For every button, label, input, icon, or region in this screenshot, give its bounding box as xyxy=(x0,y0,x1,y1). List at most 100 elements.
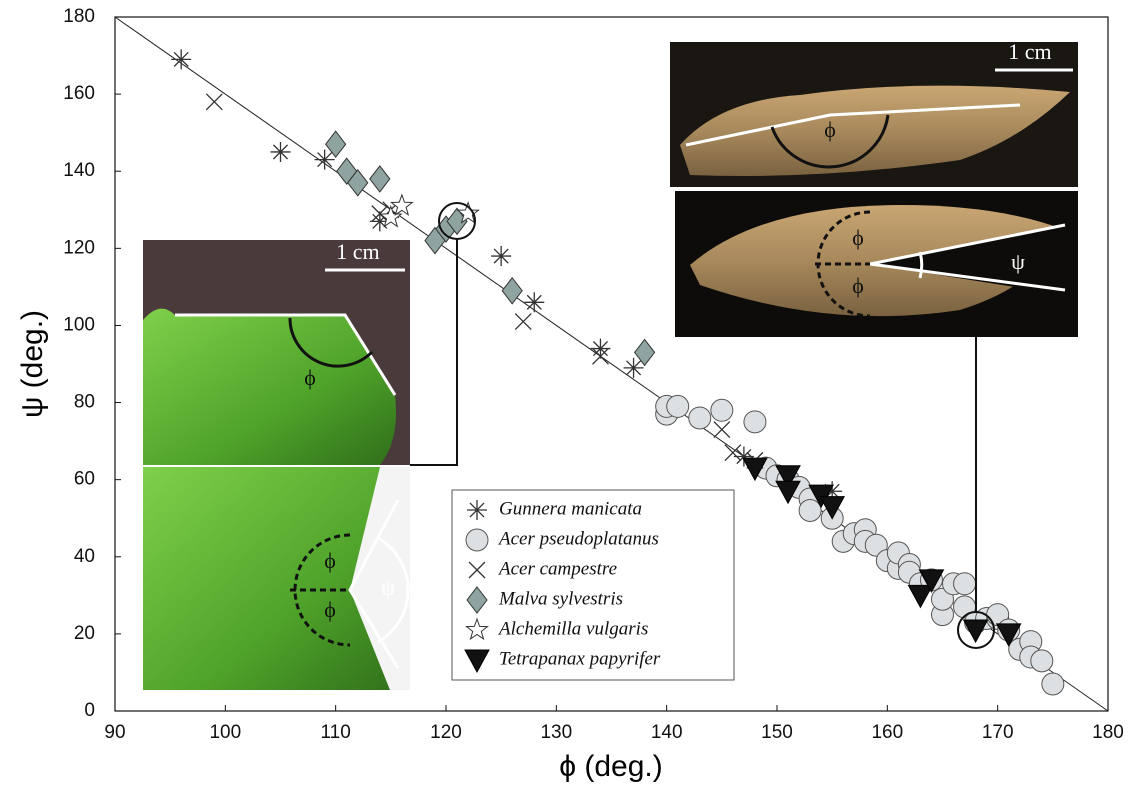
x-tick-label: 120 xyxy=(430,722,462,743)
legend-label: Tetrapanax papyrifer xyxy=(499,648,661,669)
point-asterisk xyxy=(467,500,487,520)
point-cross xyxy=(592,347,609,365)
y-tick-label: 120 xyxy=(63,237,95,258)
x-tick-label: 140 xyxy=(651,722,683,743)
point-triangle-down xyxy=(995,623,1022,647)
angle-label: ϕ xyxy=(324,597,336,622)
point-asterisk xyxy=(822,481,843,502)
point-circle xyxy=(1030,649,1054,673)
point-diamond xyxy=(466,586,488,614)
x-tick-label: 180 xyxy=(1092,722,1124,743)
leaf xyxy=(143,308,396,465)
inset-left-top: 1 cm ϕ xyxy=(143,239,410,465)
scale-label: 1 cm xyxy=(336,239,379,264)
point-triangle-down xyxy=(808,484,834,509)
angle-arc xyxy=(770,114,890,169)
point-triangle-down xyxy=(775,480,801,505)
connector xyxy=(410,239,458,466)
point-circle xyxy=(953,572,977,596)
marks xyxy=(114,16,1109,712)
background xyxy=(350,467,410,690)
point-diamond xyxy=(325,130,347,159)
point-asterisk xyxy=(369,211,390,232)
legend-label: Malva sylvestris xyxy=(498,588,623,609)
y-tick-label: 60 xyxy=(74,469,95,490)
point-triangle-down xyxy=(907,584,934,609)
x-tick-label: 100 xyxy=(209,722,241,743)
angle-arc xyxy=(918,251,924,279)
point-triangle-down xyxy=(742,457,768,482)
angle-label: ϕ xyxy=(852,273,864,298)
point-asterisk xyxy=(590,338,611,359)
legend-label: Acer pseudoplatanus xyxy=(497,528,659,549)
point-cross xyxy=(468,561,486,579)
point-diamond xyxy=(347,168,369,197)
y-axis-label: ψ (deg.) xyxy=(16,310,49,418)
angle-line xyxy=(348,499,400,669)
x-axis-label: ϕ (deg.) xyxy=(559,750,663,783)
x-tick-label: 90 xyxy=(104,722,125,743)
point-triangle-down xyxy=(775,465,801,489)
y-tick-label: 160 xyxy=(63,83,95,104)
inset-right-top: 1 cm ϕ xyxy=(670,39,1078,187)
angle-line xyxy=(175,313,397,396)
point-diamond xyxy=(633,338,656,367)
point-circle xyxy=(743,410,767,434)
plot-frame xyxy=(114,16,1109,712)
angle-line xyxy=(685,103,1021,147)
point-cross xyxy=(205,93,223,111)
point-asterisk xyxy=(270,141,291,162)
angle-label: ϕ xyxy=(824,117,836,142)
x-tick-label: 110 xyxy=(321,722,351,743)
leaf xyxy=(690,205,1065,317)
point-star xyxy=(456,201,480,224)
point-star xyxy=(379,205,403,228)
angle-label: ϕ xyxy=(304,365,316,390)
legend-label: Acer campestre xyxy=(497,558,617,579)
point-diamond xyxy=(369,165,391,193)
point-circle xyxy=(688,406,712,430)
point-circle xyxy=(798,499,822,523)
point-asterisk xyxy=(491,246,512,267)
angle-arc xyxy=(377,536,410,644)
inset-right-bottom: ϕ ϕ ψ xyxy=(675,191,1078,337)
notch xyxy=(870,225,1065,295)
highlights xyxy=(410,202,995,649)
point-circle xyxy=(465,528,489,552)
scale-label: 1 cm xyxy=(1008,39,1051,64)
point-asterisk xyxy=(171,49,192,70)
y-tick-label: 80 xyxy=(74,392,95,413)
point-cross xyxy=(713,421,731,439)
y-tick-label: 40 xyxy=(74,546,95,567)
point-cross xyxy=(724,444,742,462)
point-cross xyxy=(514,313,532,331)
y-tick-label: 20 xyxy=(74,623,95,644)
point-star xyxy=(465,617,489,641)
legend-label: Alchemilla vulgaris xyxy=(497,618,648,639)
legend: Gunnera manicata Acer pseudoplatanus Acer … xyxy=(451,489,735,681)
inset-left-bottom: ϕ ϕ ψ xyxy=(143,467,410,690)
point-diamond xyxy=(501,276,523,305)
point-asterisk xyxy=(623,357,644,378)
x-tick-label: 170 xyxy=(982,722,1014,743)
dashed-arc xyxy=(293,533,351,647)
point-triangle-down xyxy=(819,496,846,520)
angle-arc xyxy=(288,317,374,368)
angle-label: ϕ xyxy=(852,225,864,250)
point-circle xyxy=(1041,672,1065,696)
axes: 90 100 110 120 130 140 150 160 170 180 0 20 40 60 80 10… xyxy=(63,6,1124,743)
y-tick-label: 100 xyxy=(63,314,95,335)
x-tick-label: 130 xyxy=(540,722,572,743)
point-triangle-down xyxy=(962,619,989,644)
x-tick-label: 160 xyxy=(871,722,903,743)
angle-label: ϕ xyxy=(324,548,336,573)
point-asterisk xyxy=(314,149,335,170)
angle-label: ψ xyxy=(1011,249,1025,274)
y-tick-label: 0 xyxy=(84,700,95,721)
point-star xyxy=(389,193,414,217)
point-triangle-down xyxy=(464,649,490,674)
legend-label: Gunnera manicata xyxy=(499,498,642,519)
point-asterisk xyxy=(733,446,754,467)
point-circle xyxy=(666,394,690,418)
point-circle xyxy=(710,398,734,422)
